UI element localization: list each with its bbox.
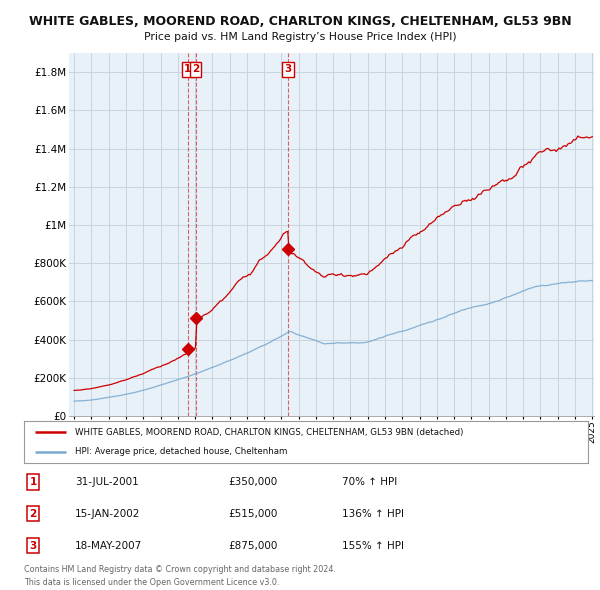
Text: WHITE GABLES, MOOREND ROAD, CHARLTON KINGS, CHELTENHAM, GL53 9BN: WHITE GABLES, MOOREND ROAD, CHARLTON KIN… xyxy=(29,15,571,28)
Text: 136% ↑ HPI: 136% ↑ HPI xyxy=(342,509,404,519)
Text: WHITE GABLES, MOOREND ROAD, CHARLTON KINGS, CHELTENHAM, GL53 9BN (detached): WHITE GABLES, MOOREND ROAD, CHARLTON KIN… xyxy=(75,428,463,437)
Text: 18-MAY-2007: 18-MAY-2007 xyxy=(75,541,142,550)
Text: 1: 1 xyxy=(29,477,37,487)
Text: 3: 3 xyxy=(29,541,37,550)
Text: 2: 2 xyxy=(29,509,37,519)
Text: HPI: Average price, detached house, Cheltenham: HPI: Average price, detached house, Chel… xyxy=(75,447,287,456)
Text: 1: 1 xyxy=(184,64,191,74)
Text: Price paid vs. HM Land Registry’s House Price Index (HPI): Price paid vs. HM Land Registry’s House … xyxy=(143,32,457,42)
Text: Contains HM Land Registry data © Crown copyright and database right 2024.: Contains HM Land Registry data © Crown c… xyxy=(24,565,336,573)
Text: 3: 3 xyxy=(284,64,292,74)
Text: 15-JAN-2002: 15-JAN-2002 xyxy=(75,509,140,519)
Text: 70% ↑ HPI: 70% ↑ HPI xyxy=(342,477,397,487)
Text: £515,000: £515,000 xyxy=(228,509,277,519)
Text: 31-JUL-2001: 31-JUL-2001 xyxy=(75,477,139,487)
Text: This data is licensed under the Open Government Licence v3.0.: This data is licensed under the Open Gov… xyxy=(24,578,280,586)
Text: £875,000: £875,000 xyxy=(228,541,277,550)
Text: £350,000: £350,000 xyxy=(228,477,277,487)
Text: 2: 2 xyxy=(192,64,199,74)
Text: 155% ↑ HPI: 155% ↑ HPI xyxy=(342,541,404,550)
